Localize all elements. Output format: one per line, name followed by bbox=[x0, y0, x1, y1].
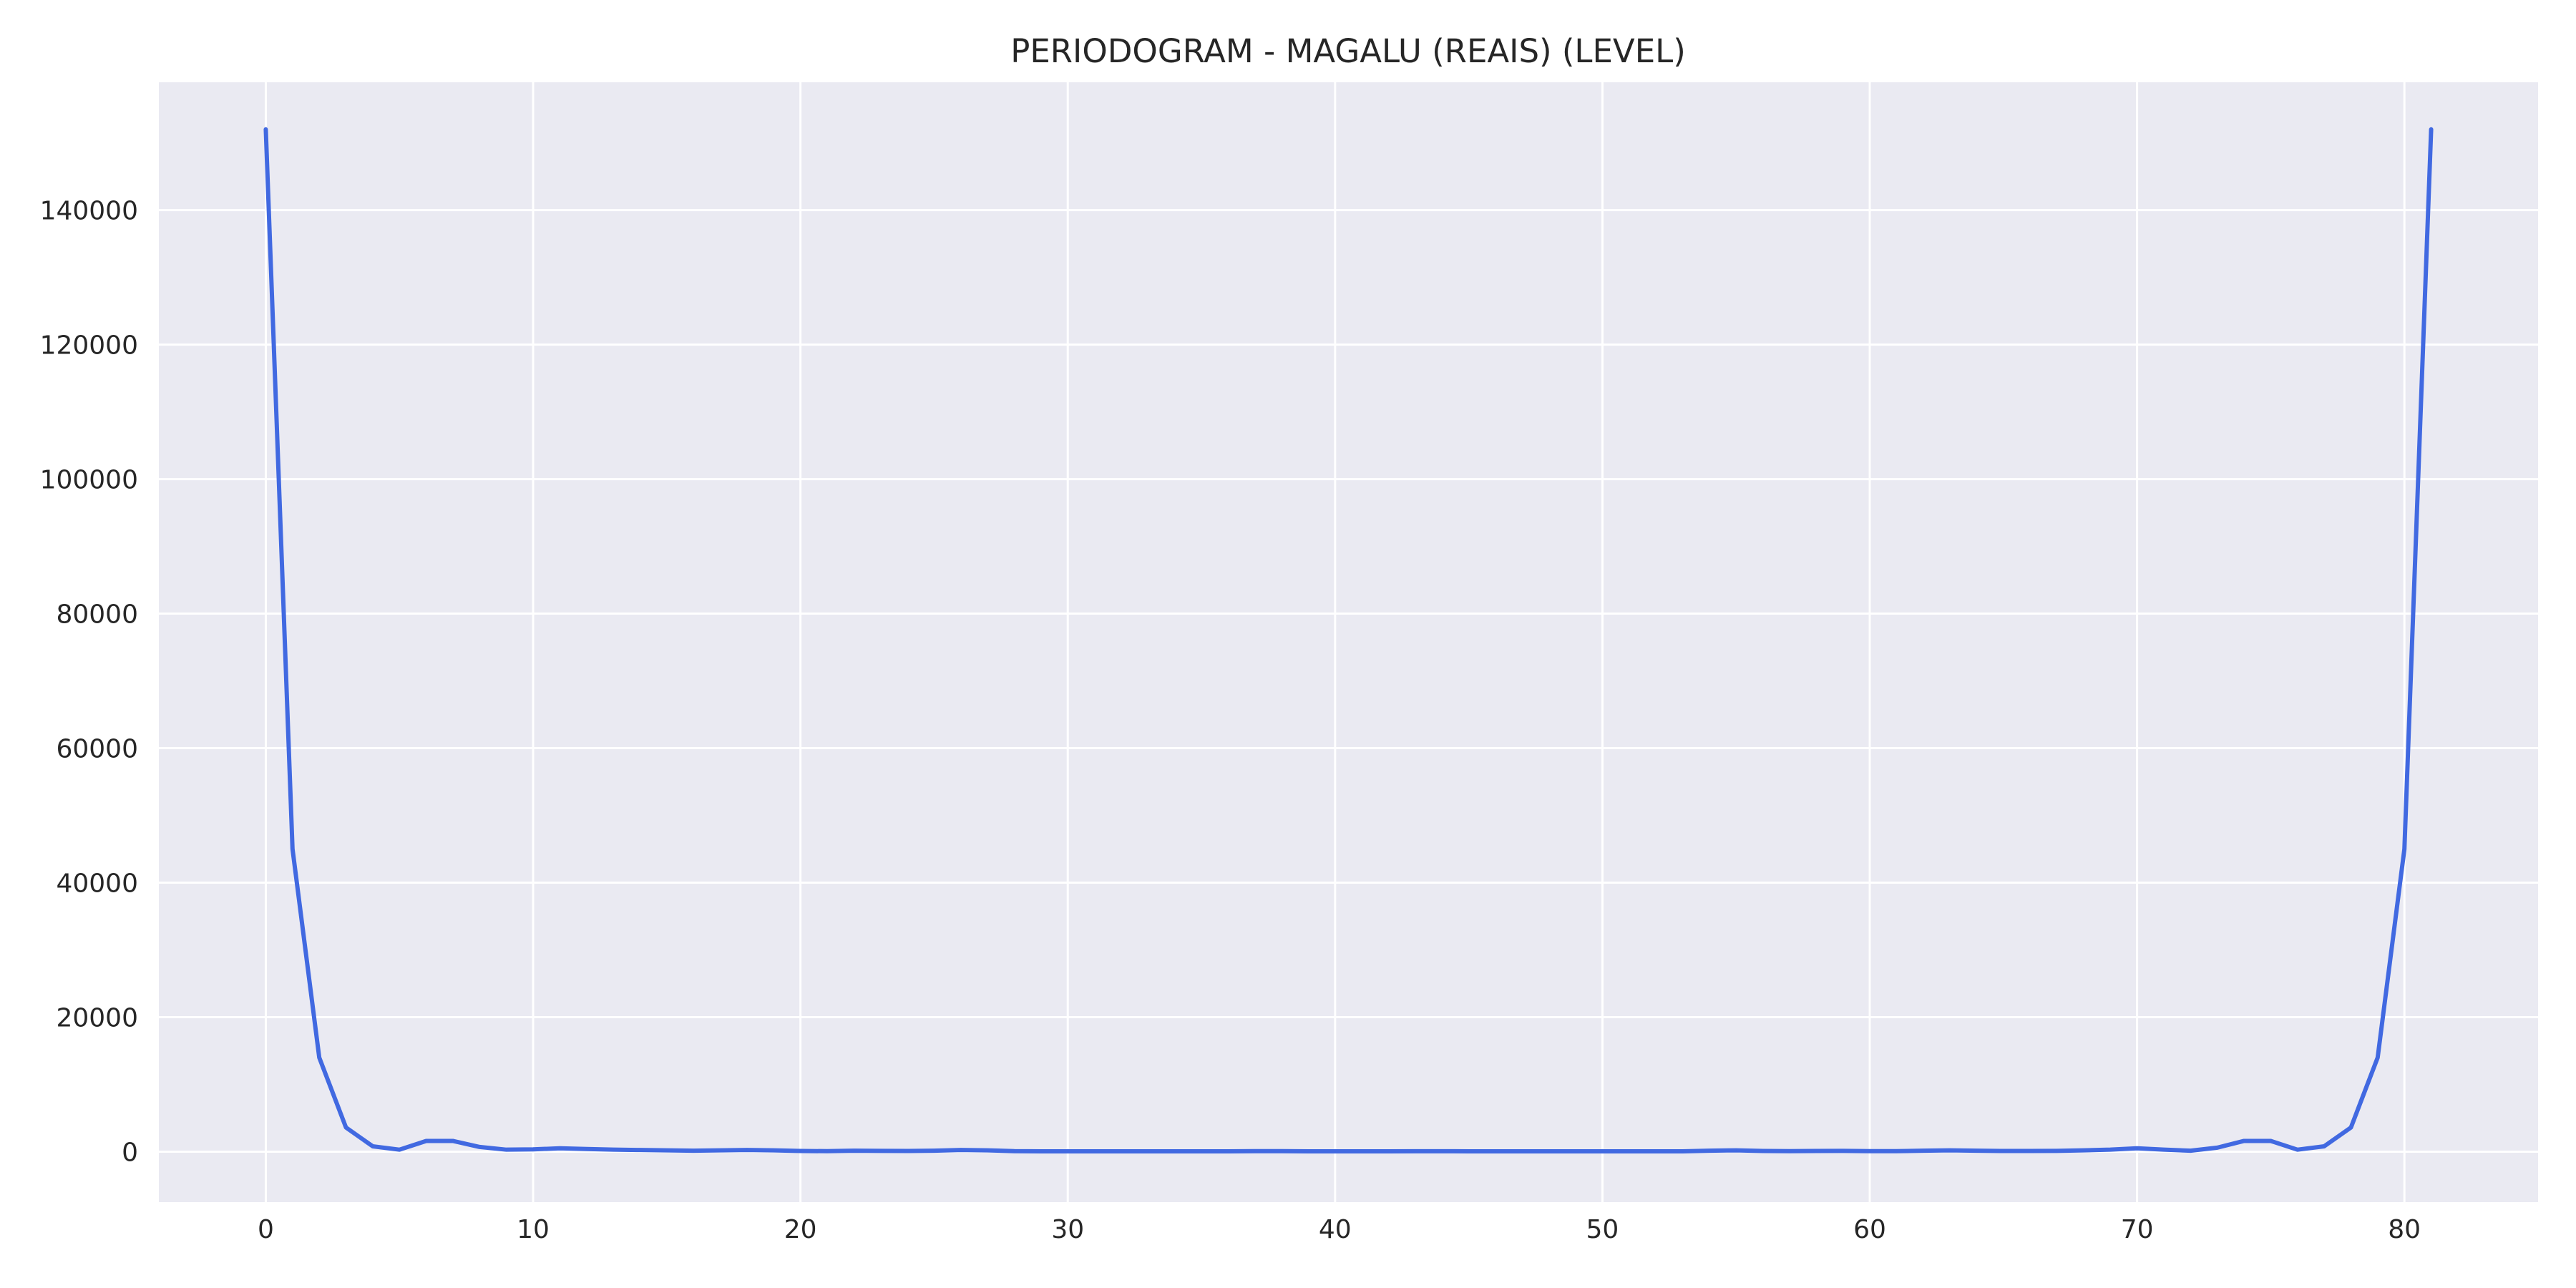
y-tick-label: 20000 bbox=[56, 1004, 138, 1033]
y-tick-label: 140000 bbox=[40, 197, 138, 226]
data-point bbox=[506, 1149, 507, 1151]
x-tick-label: 80 bbox=[2388, 1215, 2421, 1244]
chart-title: PERIODOGRAM - MAGALU (REAIS) (LEVEL) bbox=[1010, 32, 1686, 70]
x-tick-label: 70 bbox=[2121, 1215, 2154, 1244]
data-point bbox=[1949, 1150, 1951, 1151]
y-tick-label: 60000 bbox=[56, 735, 138, 764]
y-gridlines bbox=[159, 209, 2538, 1153]
y-tick-label: 80000 bbox=[56, 600, 138, 630]
x-tick-label: 50 bbox=[1586, 1215, 1619, 1244]
data-point bbox=[2297, 1149, 2298, 1151]
data-point bbox=[746, 1149, 748, 1151]
data-point bbox=[2083, 1150, 2084, 1151]
data-point bbox=[1735, 1150, 1737, 1151]
x-tick-labels: 0 10 20 30 40 50 60 70 80 bbox=[258, 1215, 2421, 1244]
x-tick-label: 20 bbox=[784, 1215, 817, 1244]
y-tick-label: 0 bbox=[122, 1138, 138, 1168]
data-point bbox=[666, 1150, 668, 1151]
x-tick-label: 30 bbox=[1051, 1215, 1084, 1244]
data-point bbox=[1094, 1151, 1096, 1152]
series-layer bbox=[263, 127, 2434, 1154]
data-point bbox=[265, 129, 266, 130]
data-point bbox=[1655, 1151, 1657, 1152]
data-point bbox=[479, 1146, 480, 1148]
data-point bbox=[2109, 1149, 2111, 1151]
x-gridlines bbox=[264, 82, 2406, 1202]
data-point bbox=[720, 1150, 721, 1151]
y-tick-label: 120000 bbox=[40, 331, 138, 361]
x-tick-label: 0 bbox=[258, 1215, 274, 1244]
data-point bbox=[2377, 1057, 2379, 1058]
data-point bbox=[586, 1148, 587, 1150]
periodogram-series-line bbox=[263, 127, 2434, 1154]
data-point bbox=[1682, 1151, 1683, 1152]
data-point bbox=[960, 1149, 962, 1151]
data-point bbox=[532, 1148, 534, 1150]
y-tick-labels: 0 20000 40000 60000 80000 100000 120000 140000 bbox=[40, 197, 138, 1168]
data-point bbox=[318, 1057, 320, 1058]
data-point bbox=[2217, 1147, 2218, 1148]
x-tick-label: 60 bbox=[1853, 1215, 1886, 1244]
data-point bbox=[613, 1149, 614, 1151]
data-point bbox=[2163, 1149, 2165, 1151]
plot-background bbox=[159, 82, 2538, 1202]
y-tick-label: 100000 bbox=[40, 466, 138, 495]
data-point bbox=[399, 1149, 400, 1151]
x-tick-label: 10 bbox=[517, 1215, 550, 1244]
x-tick-label: 40 bbox=[1319, 1215, 1352, 1244]
y-tick-label: 40000 bbox=[56, 869, 138, 899]
data-point bbox=[987, 1150, 988, 1151]
data-point bbox=[1201, 1151, 1202, 1152]
